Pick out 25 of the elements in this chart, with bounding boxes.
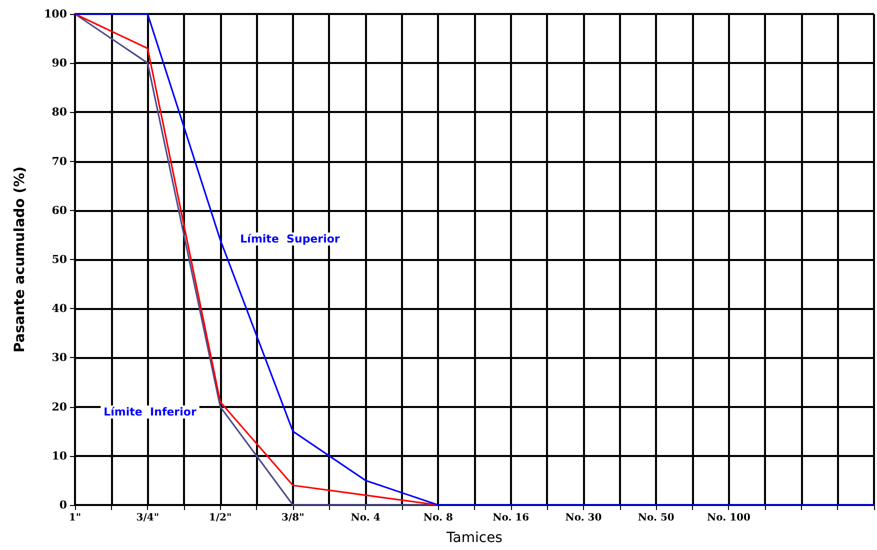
x-tick-label: No. 4 bbox=[350, 512, 380, 524]
y-axis-title: Pasante acumulado (%) bbox=[12, 166, 28, 352]
x-tick-label: 1" bbox=[68, 512, 82, 524]
y-tick-label: 80 bbox=[52, 106, 68, 119]
x-tick-label: No. 8 bbox=[423, 512, 453, 524]
x-tick-label: No. 16 bbox=[492, 512, 530, 524]
annotation: Límite Inferior bbox=[104, 406, 197, 418]
y-tick-label: 20 bbox=[52, 400, 68, 414]
y-tick-label: 90 bbox=[52, 56, 68, 70]
x-tick-label: No. 50 bbox=[638, 512, 674, 524]
x-tick-label: No. 100 bbox=[706, 512, 750, 524]
x-tick-label: 3/8" bbox=[282, 512, 304, 524]
y-tick-label: 30 bbox=[52, 351, 68, 364]
y-tick-label: 40 bbox=[52, 302, 68, 316]
x-tick-label: 1/2" bbox=[208, 512, 232, 524]
y-tick-label: 10 bbox=[52, 449, 68, 462]
annotation: Límite Superior bbox=[240, 232, 340, 246]
y-tick-label: 60 bbox=[52, 204, 68, 217]
y-tick-label: 100 bbox=[44, 8, 68, 20]
x-tick-label: No. 30 bbox=[565, 512, 602, 524]
x-axis-title: Tamices bbox=[446, 530, 502, 546]
y-tick-label: 70 bbox=[52, 154, 68, 168]
x-tick-label: 3/4" bbox=[136, 512, 160, 524]
y-tick-label: 0 bbox=[59, 498, 68, 512]
y-tick-label: 50 bbox=[52, 253, 68, 266]
